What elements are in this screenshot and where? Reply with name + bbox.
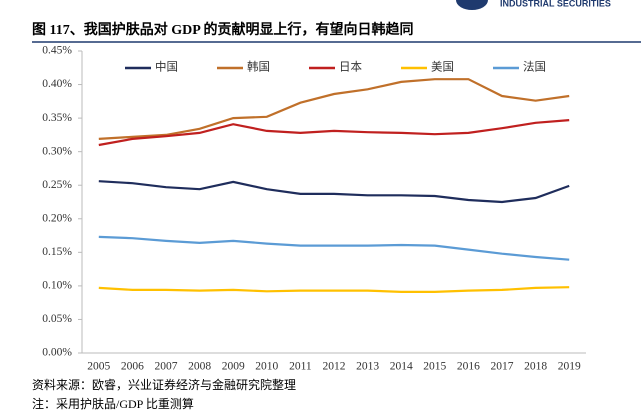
x-tick-label: 2005 <box>87 361 110 373</box>
y-tick-label: 0.05% <box>42 313 72 325</box>
note: 注：采用护肤品/GDP 比重测算 <box>32 396 194 410</box>
y-tick-label: 0.40% <box>42 78 72 90</box>
legend-label: 韩国 <box>247 60 270 74</box>
y-tick-label: 0.45% <box>42 45 72 57</box>
y-tick-label: 0.25% <box>42 179 72 191</box>
y-tick-label: 0.35% <box>42 112 72 124</box>
legend-label: 中国 <box>155 61 178 74</box>
x-tick-label: 2010 <box>255 361 278 373</box>
x-tick-label: 2018 <box>524 361 547 373</box>
logo <box>456 0 488 10</box>
brand: INDUSTRIAL SECURITIES <box>500 0 611 8</box>
x-tick-label: 2011 <box>289 361 312 373</box>
x-tick-label: 2014 <box>390 361 413 373</box>
chart-title: 图 117、我国护肤品对 GDP 的贡献明显上行，有望向日韩趋同 <box>32 21 414 38</box>
x-tick-label: 2008 <box>188 361 211 373</box>
x-tick-label: 2016 <box>457 361 480 373</box>
series-line <box>98 119 570 147</box>
x-tick-label: 2012 <box>323 361 346 373</box>
x-tick-label: 2006 <box>121 361 144 373</box>
y-tick-label: 0.15% <box>42 246 72 258</box>
source: 资料来源：欧睿，兴业证券经济与金融研究院整理 <box>32 377 296 392</box>
x-tick-label: 2013 <box>356 361 379 373</box>
series-line <box>98 235 570 261</box>
y-tick-label: 0.20% <box>42 212 72 224</box>
legend-label: 美国 <box>431 60 454 74</box>
x-tick-label: 2019 <box>558 361 581 373</box>
x-tick-label: 2009 <box>222 361 245 373</box>
legend-label: 法国 <box>523 60 546 74</box>
x-tick-label: 2017 <box>491 361 514 373</box>
series-line <box>98 180 570 204</box>
y-tick-label: 0.00% <box>42 347 72 359</box>
y-tick-label: 0.10% <box>42 280 72 292</box>
y-tick-label: 0.30% <box>42 145 72 157</box>
series-line <box>98 78 570 140</box>
series-line <box>98 286 570 293</box>
x-tick-label: 2015 <box>423 361 446 373</box>
legend-label: 日本 <box>339 60 362 74</box>
x-tick-label: 2007 <box>155 361 178 373</box>
